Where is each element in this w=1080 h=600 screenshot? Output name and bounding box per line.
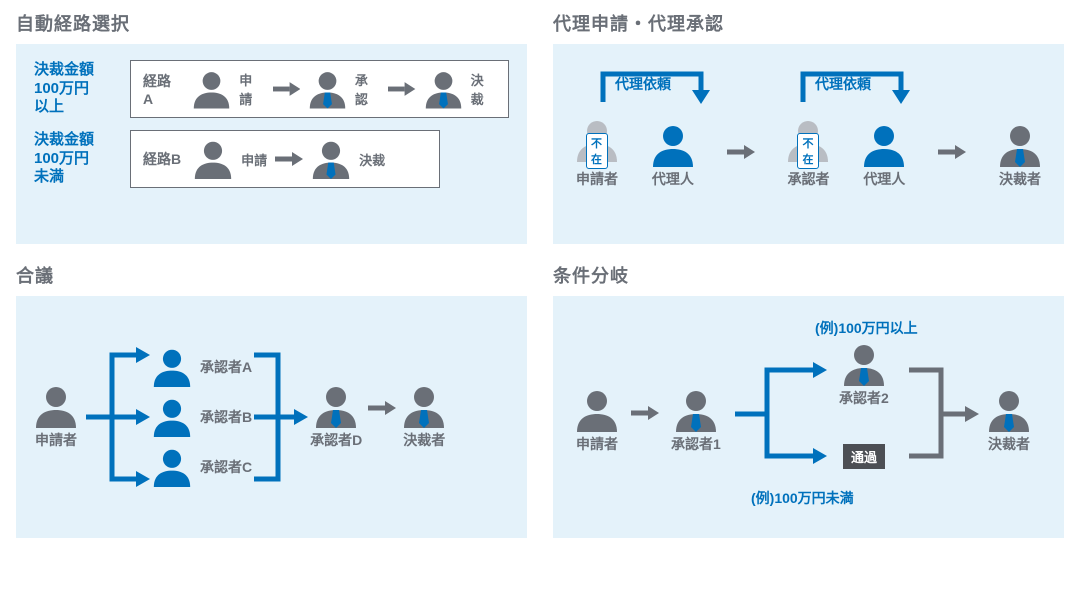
panel-body: 決裁金額 100万円 以上 経路A 申請 承認 決裁 決裁金額 100万円 未満… — [16, 44, 527, 244]
role-label: 決裁者 — [403, 430, 445, 450]
role-label: 代理人 — [652, 169, 694, 189]
proxy-flow: 不在 申請者 代理人 不在 承認者 — [571, 118, 1046, 189]
diagram-grid: 自動経路選択 決裁金額 100万円 以上 経路A 申請 承認 決裁 決裁金額 1… — [16, 10, 1064, 538]
person-icon — [424, 69, 463, 109]
person-icon — [674, 388, 718, 432]
role-label: 承認者D — [310, 430, 362, 450]
person-icon — [842, 342, 886, 386]
person-icon — [998, 123, 1042, 167]
pass-badge: 通過 — [843, 444, 885, 469]
person-icon — [193, 139, 233, 179]
person-icon — [34, 384, 78, 428]
person-icon — [152, 447, 192, 487]
fanout-icon — [82, 327, 152, 507]
role-label: 申請者 — [35, 430, 77, 450]
step-label: 決裁 — [359, 150, 385, 169]
panel-branch: 条件分岐 (例)100万円以上 申請者 承認者1 — [553, 262, 1064, 538]
approver-group: 承認者A 承認者B 承認者C — [152, 347, 252, 487]
step-label: 申請 — [241, 150, 267, 169]
route-tag: 経路A — [143, 71, 180, 107]
panel-consensus: 合議 申請者 承認者A — [16, 262, 527, 538]
person-icon — [987, 388, 1031, 432]
role-label: 決裁者 — [988, 434, 1030, 454]
role-proxy: 代理人 — [651, 123, 695, 189]
approver-row: 承認者C — [152, 447, 252, 487]
absent-badge: 不在 — [586, 133, 608, 169]
approver-row: 承認者A — [152, 347, 252, 387]
route-tag: 経路B — [143, 149, 181, 169]
panel-proxy: 代理申請・代理承認 代理依頼 代理依頼 不在 申請者 — [553, 10, 1064, 244]
role-label: 承認者2 — [839, 388, 889, 408]
example-label-above: (例)100万円以上 — [815, 318, 918, 338]
role-proxy: 代理人 — [862, 123, 906, 189]
role-label: 決裁者 — [999, 169, 1041, 189]
person-icon — [575, 388, 619, 432]
route-box: 経路A 申請 承認 決裁 — [130, 60, 509, 118]
branch-split-icon — [731, 344, 831, 484]
approver-row: 承認者B — [152, 397, 252, 437]
panel-title: 合議 — [16, 262, 527, 288]
arrow-icon — [727, 145, 755, 159]
role-approver-d: 承認者D — [310, 384, 362, 450]
person-icon — [308, 69, 347, 109]
person-icon — [152, 397, 192, 437]
panel-body: 代理依頼 代理依頼 不在 申請者 代理人 — [553, 44, 1064, 244]
panel-auto-route: 自動経路選択 決裁金額 100万円 以上 経路A 申請 承認 決裁 決裁金額 1… — [16, 10, 527, 244]
person-icon — [402, 384, 446, 428]
role-final: 決裁者 — [402, 384, 446, 450]
panel-title: 条件分岐 — [553, 262, 1064, 288]
condition-label: 決裁金額 100万円 以上 — [34, 61, 116, 117]
panel-body: (例)100万円以上 申請者 承認者1 — [553, 296, 1064, 538]
role-approver2: 承認者2 — [839, 342, 889, 408]
role-final: 決裁者 — [998, 123, 1042, 189]
role-label: 承認者 — [787, 169, 829, 189]
absent-badge: 不在 — [797, 133, 819, 169]
role-label: 承認者A — [200, 357, 252, 377]
role-approver: 不在 承認者 — [786, 118, 830, 189]
example-label-below: (例)100万円未満 — [751, 488, 854, 508]
role-approver1: 承認者1 — [671, 388, 721, 454]
proxy-label: 代理依頼 — [815, 74, 871, 94]
person-icon — [311, 139, 351, 179]
person-icon — [651, 123, 695, 167]
branch-merge-icon — [907, 344, 983, 484]
route-row-a: 決裁金額 100万円 以上 経路A 申請 承認 決裁 — [34, 60, 509, 118]
step-label: 承認 — [355, 70, 380, 108]
panel-title: 代理申請・代理承認 — [553, 10, 1064, 36]
role-label: 申請者 — [576, 169, 618, 189]
role-applicant: 申請者 — [34, 384, 78, 450]
role-label: 代理人 — [863, 169, 905, 189]
step-label: 申請 — [239, 70, 264, 108]
arrow-icon — [275, 152, 303, 166]
role-applicant: 申請者 — [575, 388, 619, 454]
person-icon — [152, 347, 192, 387]
arrow-icon — [938, 145, 966, 159]
panel-body: 申請者 承認者A — [16, 296, 527, 538]
role-label: 承認者B — [200, 407, 252, 427]
role-label: 承認者C — [200, 457, 252, 477]
person-icon — [314, 384, 358, 428]
proxy-label: 代理依頼 — [615, 74, 671, 94]
person-icon — [862, 123, 906, 167]
arrow-icon — [631, 406, 659, 420]
role-applicant: 不在 申請者 — [575, 118, 619, 189]
consensus-flow: 申請者 承認者A — [34, 312, 509, 522]
role-final: 決裁者 — [987, 388, 1031, 454]
fanin-icon — [252, 327, 310, 507]
route-row-b: 決裁金額 100万円 未満 経路B 申請 決裁 — [34, 130, 509, 188]
arrow-icon — [273, 82, 300, 96]
role-label: 承認者1 — [671, 434, 721, 454]
role-label: 申請者 — [576, 434, 618, 454]
condition-label: 決裁金額 100万円 未満 — [34, 131, 116, 187]
arrow-icon — [388, 82, 415, 96]
arrow-icon — [368, 401, 396, 415]
branch-flow: (例)100万円以上 申請者 承認者1 — [571, 312, 1046, 522]
panel-title: 自動経路選択 — [16, 10, 527, 36]
step-label: 決裁 — [471, 70, 496, 108]
person-icon — [192, 69, 231, 109]
route-box: 経路B 申請 決裁 — [130, 130, 440, 188]
